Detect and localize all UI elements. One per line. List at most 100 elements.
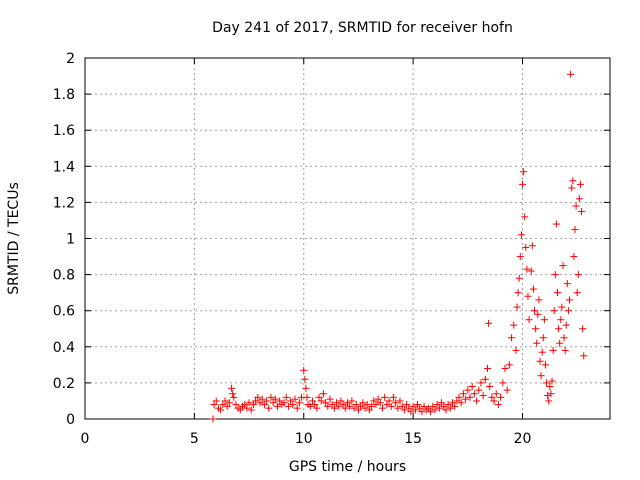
data-point <box>442 406 450 414</box>
data-point <box>326 395 334 403</box>
data-point <box>568 184 576 192</box>
data-point <box>370 397 378 405</box>
data-point <box>337 397 345 405</box>
data-point <box>513 303 521 311</box>
data-point <box>561 346 569 354</box>
data-point <box>389 393 397 401</box>
data-point <box>354 406 362 414</box>
data-point <box>376 399 384 407</box>
data-point <box>537 372 545 380</box>
data-point <box>479 392 487 400</box>
data-point <box>339 401 347 409</box>
data-point <box>303 393 311 401</box>
y-tick-label: 1.2 <box>53 195 75 211</box>
data-point <box>309 397 316 405</box>
data-point <box>274 402 281 410</box>
data-point <box>545 397 553 405</box>
data-point <box>575 195 583 203</box>
data-point <box>431 406 439 414</box>
data-point <box>464 386 472 394</box>
chart-title: Day 241 of 2017, SRMTID for receiver hof… <box>212 20 513 36</box>
data-point <box>572 202 580 210</box>
data-point <box>265 404 273 412</box>
data-point <box>576 180 584 188</box>
data-point <box>481 375 489 383</box>
data-point <box>217 406 225 414</box>
data-point <box>574 271 582 279</box>
data-point <box>313 404 321 412</box>
data-point <box>534 310 542 318</box>
y-tick-label: 1.6 <box>53 123 75 139</box>
data-point <box>258 395 266 403</box>
data-point <box>280 399 288 407</box>
data-point <box>499 379 507 387</box>
data-point <box>557 316 565 324</box>
x-tick-label: 10 <box>295 431 313 447</box>
data-point <box>385 397 393 405</box>
data-point <box>523 265 531 273</box>
data-point <box>547 390 555 398</box>
data-point <box>520 168 528 176</box>
data-point <box>470 390 478 398</box>
data-point <box>276 397 284 405</box>
data-point <box>550 307 558 315</box>
data-point <box>315 393 323 401</box>
data-point <box>477 379 485 387</box>
data-point <box>541 361 549 369</box>
data-point <box>521 213 529 221</box>
data-point <box>433 401 441 409</box>
data-point <box>552 220 560 228</box>
data-point <box>514 289 522 297</box>
data-point <box>210 401 218 409</box>
grid-lines <box>85 58 610 419</box>
data-point <box>254 393 262 401</box>
data-point <box>361 404 369 412</box>
data-point <box>536 357 544 365</box>
data-point <box>400 406 408 414</box>
data-point <box>549 346 557 354</box>
y-tick-label: 0.2 <box>53 376 75 392</box>
data-point <box>527 267 535 275</box>
data-point <box>551 271 559 279</box>
data-point <box>522 244 530 252</box>
data-point <box>548 377 556 385</box>
data-point <box>420 402 428 410</box>
data-point <box>539 334 547 342</box>
data-point <box>459 390 467 398</box>
data-point <box>564 307 572 315</box>
data-point <box>300 366 308 374</box>
data-point <box>256 399 264 407</box>
x-tick-label: 15 <box>404 431 422 447</box>
data-point <box>558 303 566 311</box>
data-point <box>468 383 476 391</box>
data-point <box>488 393 496 401</box>
data-point <box>267 393 275 401</box>
data-point <box>427 408 435 416</box>
data-point <box>322 399 330 407</box>
data-point <box>416 404 424 412</box>
y-tick-label: 1.4 <box>53 159 75 175</box>
x-tick-label: 20 <box>514 431 532 447</box>
data-point <box>440 402 448 410</box>
y-tick-label: 0.4 <box>53 340 75 356</box>
data-point <box>429 402 437 410</box>
data-point <box>352 401 360 409</box>
data-point <box>301 375 309 383</box>
data-point <box>529 285 537 293</box>
data-points <box>209 70 588 423</box>
data-point <box>579 325 587 333</box>
data-point <box>457 399 465 407</box>
y-tick-label: 0.8 <box>53 268 75 284</box>
data-point <box>484 364 491 372</box>
y-tick-label: 0 <box>66 412 75 428</box>
data-point <box>453 397 461 405</box>
data-point <box>379 404 386 412</box>
data-point <box>223 402 231 410</box>
data-point <box>580 352 588 360</box>
data-point <box>403 401 411 409</box>
data-point <box>466 393 474 401</box>
data-point <box>271 395 279 403</box>
data-point <box>209 415 217 423</box>
data-point <box>449 399 456 407</box>
